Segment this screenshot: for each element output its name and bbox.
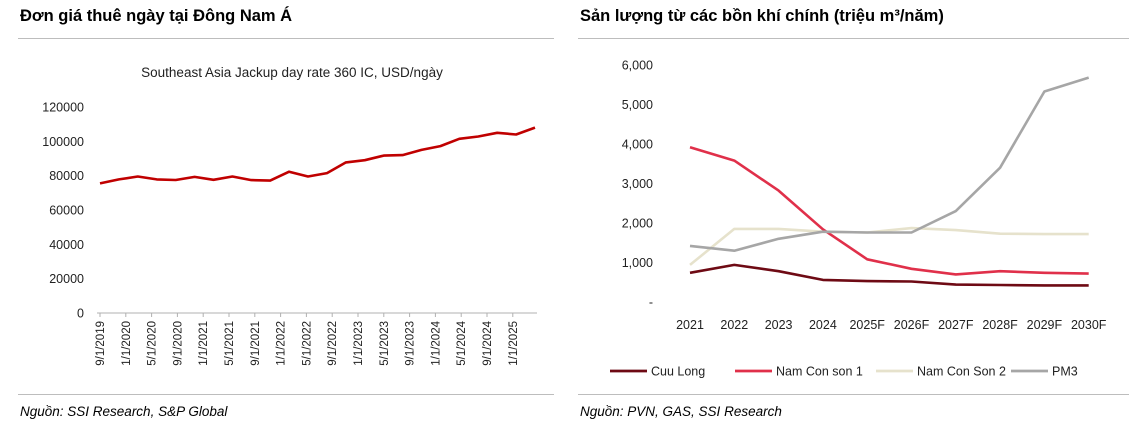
x-tick-label: 2026F xyxy=(894,318,930,332)
y-tick-label: 120000 xyxy=(42,101,84,115)
y-tick-label: 4,000 xyxy=(622,138,653,152)
y-tick-label: 40000 xyxy=(49,238,84,252)
x-tick-label: 2028F xyxy=(982,318,1018,332)
y-tick-label: 80000 xyxy=(49,169,84,183)
right-source-note: Nguồn: PVN, GAS, SSI Research xyxy=(580,404,782,419)
chart-title: Southeast Asia Jackup day rate 360 IC, U… xyxy=(141,65,443,80)
y-tick-label: 60000 xyxy=(49,204,84,218)
x-tick-label: 5/1/2021 xyxy=(224,321,236,366)
y-tick-label: 20000 xyxy=(49,272,84,286)
legend-item: Cuu Long xyxy=(610,365,705,379)
x-tick-label: 2029F xyxy=(1027,318,1063,332)
left-source-divider xyxy=(18,394,554,395)
x-tick-label: 1/1/2020 xyxy=(121,321,133,366)
x-tick-label: 9/1/2019 xyxy=(95,321,107,366)
series-line-nam-con-son-1 xyxy=(689,145,1089,276)
right-panel-title: Sản lượng từ các bồn khí chính (triệu m³… xyxy=(580,7,944,25)
x-tick-label: 1/1/2022 xyxy=(276,321,288,366)
x-tick-label: 5/1/2020 xyxy=(147,321,159,366)
legend-item: Nam Con Son 2 xyxy=(876,365,1006,379)
x-tick-label: 2030F xyxy=(1071,318,1107,332)
x-tick-label: 2023 xyxy=(765,318,793,332)
left-source-note: Nguồn: SSI Research, S&P Global xyxy=(20,404,228,419)
x-tick-label: 2025F xyxy=(849,318,885,332)
x-tick-label: 2021 xyxy=(676,318,704,332)
x-tick-label: 9/1/2021 xyxy=(250,321,262,366)
x-tick-label: 9/1/2022 xyxy=(327,321,339,366)
x-tick-label: 1/1/2024 xyxy=(430,320,442,365)
x-tick-label: 5/1/2024 xyxy=(456,320,468,365)
day-rate-series-line xyxy=(99,126,536,185)
y-tick-label: 2,000 xyxy=(622,217,653,231)
y-tick-label: 5,000 xyxy=(622,98,653,112)
right-chart-panel: Sản lượng từ các bồn khí chính (triệu m³… xyxy=(576,0,1139,435)
y-tick-label: 0 xyxy=(77,307,84,321)
legend-label: Nam Con Son 2 xyxy=(917,365,1006,379)
x-tick-label: 9/1/2023 xyxy=(405,321,417,366)
x-tick-label: 2024 xyxy=(809,318,837,332)
x-tick-label: 9/1/2020 xyxy=(172,321,184,366)
x-tick-label: 1/1/2023 xyxy=(353,321,365,366)
x-tick-label: 1/1/2021 xyxy=(198,321,210,366)
left-chart-panel: Đơn giá thuê ngày tại Đông Nam Á Southea… xyxy=(0,0,560,435)
x-tick-label: 1/1/2025 xyxy=(508,321,520,366)
left-title-divider xyxy=(18,38,554,39)
legend-item: Nam Con son 1 xyxy=(735,365,863,379)
x-tick-label: 5/1/2023 xyxy=(379,321,391,366)
legend-label: Cuu Long xyxy=(651,365,705,379)
right-title-divider xyxy=(578,38,1129,39)
x-tick-label: 2027F xyxy=(938,318,974,332)
gas-basin-output-line-chart: - 1,000 2,000 3,000 4,000 5,000 6,000 2021 2022 2… xyxy=(610,59,1107,379)
y-tick-label: 3,000 xyxy=(622,177,653,191)
right-source-divider xyxy=(578,394,1129,395)
series-line-nam-con-son-2 xyxy=(689,226,1089,266)
series-line-cuu-long xyxy=(689,263,1089,287)
x-tick-label: 2022 xyxy=(720,318,748,332)
legend-label: Nam Con son 1 xyxy=(776,365,863,379)
y-tick-label: 1,000 xyxy=(622,256,653,270)
legend-item: PM3 xyxy=(1011,365,1078,379)
left-panel-title: Đơn giá thuê ngày tại Đông Nam Á xyxy=(20,7,293,25)
y-tick-label: - xyxy=(649,296,653,310)
legend-label: PM3 xyxy=(1052,365,1078,379)
x-tick-label: 5/1/2022 xyxy=(301,321,313,366)
y-tick-label: 100000 xyxy=(42,135,84,149)
x-tick-label: 9/1/2024 xyxy=(482,320,494,365)
y-tick-label: 6,000 xyxy=(622,59,653,73)
series-line-pm3 xyxy=(689,76,1090,252)
day-rate-line-chart: Southeast Asia Jackup day rate 360 IC, U… xyxy=(42,65,537,366)
